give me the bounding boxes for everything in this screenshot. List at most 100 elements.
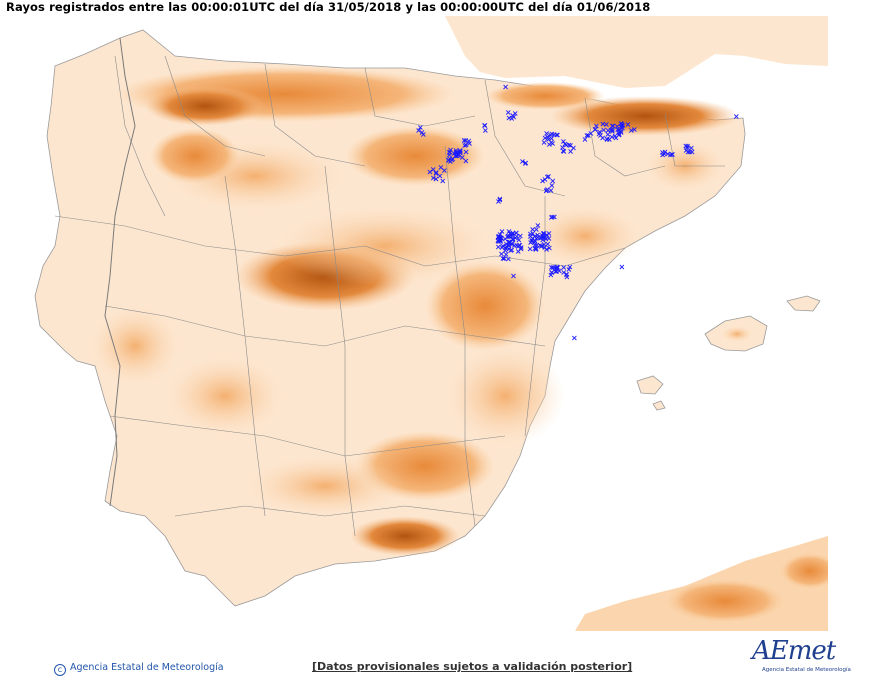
lightning-strike-marker: ×	[541, 229, 548, 238]
lightning-strike-marker: ×	[457, 147, 464, 156]
map-canvas: ×× ××××××××××× ×××××××××××××× ×× ×××××× ×× ×××…	[34, 16, 828, 631]
lightning-strike-marker: ×	[562, 140, 569, 149]
lightning-strike-marker: ×	[538, 242, 545, 251]
lightning-strike-marker: ×	[445, 156, 452, 165]
lightning-strike-marker: ×	[631, 125, 638, 134]
lightning-strike-marker: ×	[618, 119, 625, 128]
lightning-strike-marker: ×	[605, 126, 612, 135]
lightning-strike-marker: ×	[462, 157, 469, 166]
lightning-strike-marker: ×	[669, 150, 676, 159]
copyright-icon: c	[54, 664, 66, 676]
lightning-strike-marker: ×	[508, 114, 515, 123]
lightning-strike-marker: ×	[508, 245, 515, 254]
lightning-strike-marker: ×	[548, 181, 555, 190]
lightning-strike-marker: ×	[496, 232, 503, 241]
lightning-strike-marker: ×	[542, 133, 549, 142]
lightning-strike-marker: ×	[498, 234, 505, 243]
lightning-strike-marker: ×	[449, 154, 456, 163]
rif-relief	[665, 579, 785, 623]
lightning-strike-marker: ×	[546, 140, 553, 149]
lightning-strike-marker: ×	[522, 159, 529, 168]
lightning-strike-marker: ×	[504, 243, 511, 252]
lightning-strike-marker: ×	[540, 229, 547, 238]
lightning-strike-marker: ×	[453, 151, 460, 160]
lightning-strike-marker: ×	[664, 150, 671, 159]
lightning-strike-marker: ×	[609, 122, 616, 131]
lightning-strike-marker: ×	[551, 212, 558, 221]
france-land	[445, 16, 828, 88]
lightning-strike-marker: ×	[499, 242, 506, 251]
lightning-strike-marker: ×	[538, 234, 545, 243]
lightning-strike-marker: ×	[543, 186, 550, 195]
lightning-strike-marker: ×	[560, 137, 567, 146]
lightning-strike-marker: ×	[461, 136, 468, 145]
lightning-strike-marker: ×	[509, 230, 516, 239]
lightning-strike-marker: ×	[615, 131, 622, 140]
lightning-strike-marker: ×	[430, 173, 437, 182]
lightning-strike-marker: ×	[545, 135, 552, 144]
lightning-strike-marker: ×	[454, 148, 461, 157]
lightning-strike-marker: ×	[613, 134, 620, 143]
lightning-strike-marker: ×	[554, 264, 561, 273]
lightning-strike-marker: ×	[684, 141, 691, 150]
lightning-strike-marker: ×	[495, 237, 502, 246]
lightning-strike-marker: ×	[503, 242, 510, 251]
lightning-strike-marker: ×	[515, 247, 522, 256]
lightning-strike-marker: ×	[566, 262, 573, 271]
lightning-strike-marker: ×	[501, 254, 508, 263]
lightning-strike-marker: ×	[599, 119, 606, 128]
lightning-strike-marker: ×	[505, 241, 512, 250]
lightning-strike-marker: ×	[551, 130, 558, 139]
lightning-strike-marker: ×	[497, 196, 504, 205]
lightning-strike-marker: ×	[537, 233, 544, 242]
lightning-strike-marker: ×	[497, 235, 504, 244]
lightning-strike-marker: ×	[497, 237, 504, 246]
lightning-strike-marker: ×	[667, 151, 674, 160]
lightning-strike-marker: ×	[592, 125, 599, 134]
copyright-note: c Agencia Estatal de Meteorología	[54, 662, 224, 676]
lightning-strike-marker: ×	[453, 146, 460, 155]
lightning-strike-marker: ×	[552, 267, 559, 276]
lightning-strike-marker: ×	[466, 139, 473, 148]
lightning-strike-marker: ×	[532, 237, 539, 246]
lightning-strike-marker: ×	[542, 175, 549, 184]
lightning-strike-marker: ×	[430, 165, 437, 174]
aemet-logo-text: AEmet	[752, 636, 836, 666]
lightning-strike-marker: ×	[420, 130, 427, 139]
lightning-strike-marker: ×	[453, 148, 460, 157]
lightning-strike-marker: ×	[445, 156, 452, 165]
lightning-strike-marker: ×	[463, 147, 470, 156]
lightning-strike-marker: ×	[539, 231, 546, 240]
lightning-strike-marker: ×	[433, 169, 440, 178]
lightning-strike-marker: ×	[459, 153, 466, 162]
lightning-strike-marker: ×	[537, 241, 544, 250]
lightning-strike-marker: ×	[682, 142, 689, 151]
lightning-strike-marker: ×	[614, 122, 621, 131]
lightning-strike-marker: ×	[545, 172, 552, 181]
lightning-strike-marker: ×	[453, 148, 460, 157]
lightning-strike-marker: ×	[433, 174, 440, 183]
lightning-strike-marker: ×	[539, 233, 546, 242]
province-borders	[54, 55, 725, 537]
lightning-strike-marker: ×	[447, 146, 454, 155]
lightning-strike-marker: ×	[433, 168, 440, 177]
lightning-strike-marker: ×	[547, 130, 554, 139]
lightning-strike-marker: ×	[540, 234, 547, 243]
lightning-strike-marker: ×	[527, 229, 534, 238]
aemet-logo: AEmet Agencia Estatal de Meteorología	[748, 636, 851, 680]
lightning-strike-marker: ×	[543, 187, 550, 196]
lightning-strike-marker: ×	[451, 149, 458, 158]
lightning-strike-marker: ×	[529, 234, 536, 243]
lightning-strike-marker: ×	[505, 232, 512, 241]
lightning-strike-marker: ×	[505, 240, 512, 249]
lightning-strike-marker: ×	[531, 241, 538, 250]
lightning-strike-marker: ×	[612, 132, 619, 141]
lightning-strike-marker: ×	[688, 143, 695, 152]
lightning-strike-marker: ×	[534, 240, 541, 249]
lightning-strike-marker: ×	[553, 262, 560, 271]
lightning-strike-marker: ×	[560, 263, 567, 272]
lightning-strike-marker: ×	[560, 268, 567, 277]
lightning-strike-marker: ×	[538, 241, 545, 250]
lightning-strike-marker: ×	[508, 239, 515, 248]
